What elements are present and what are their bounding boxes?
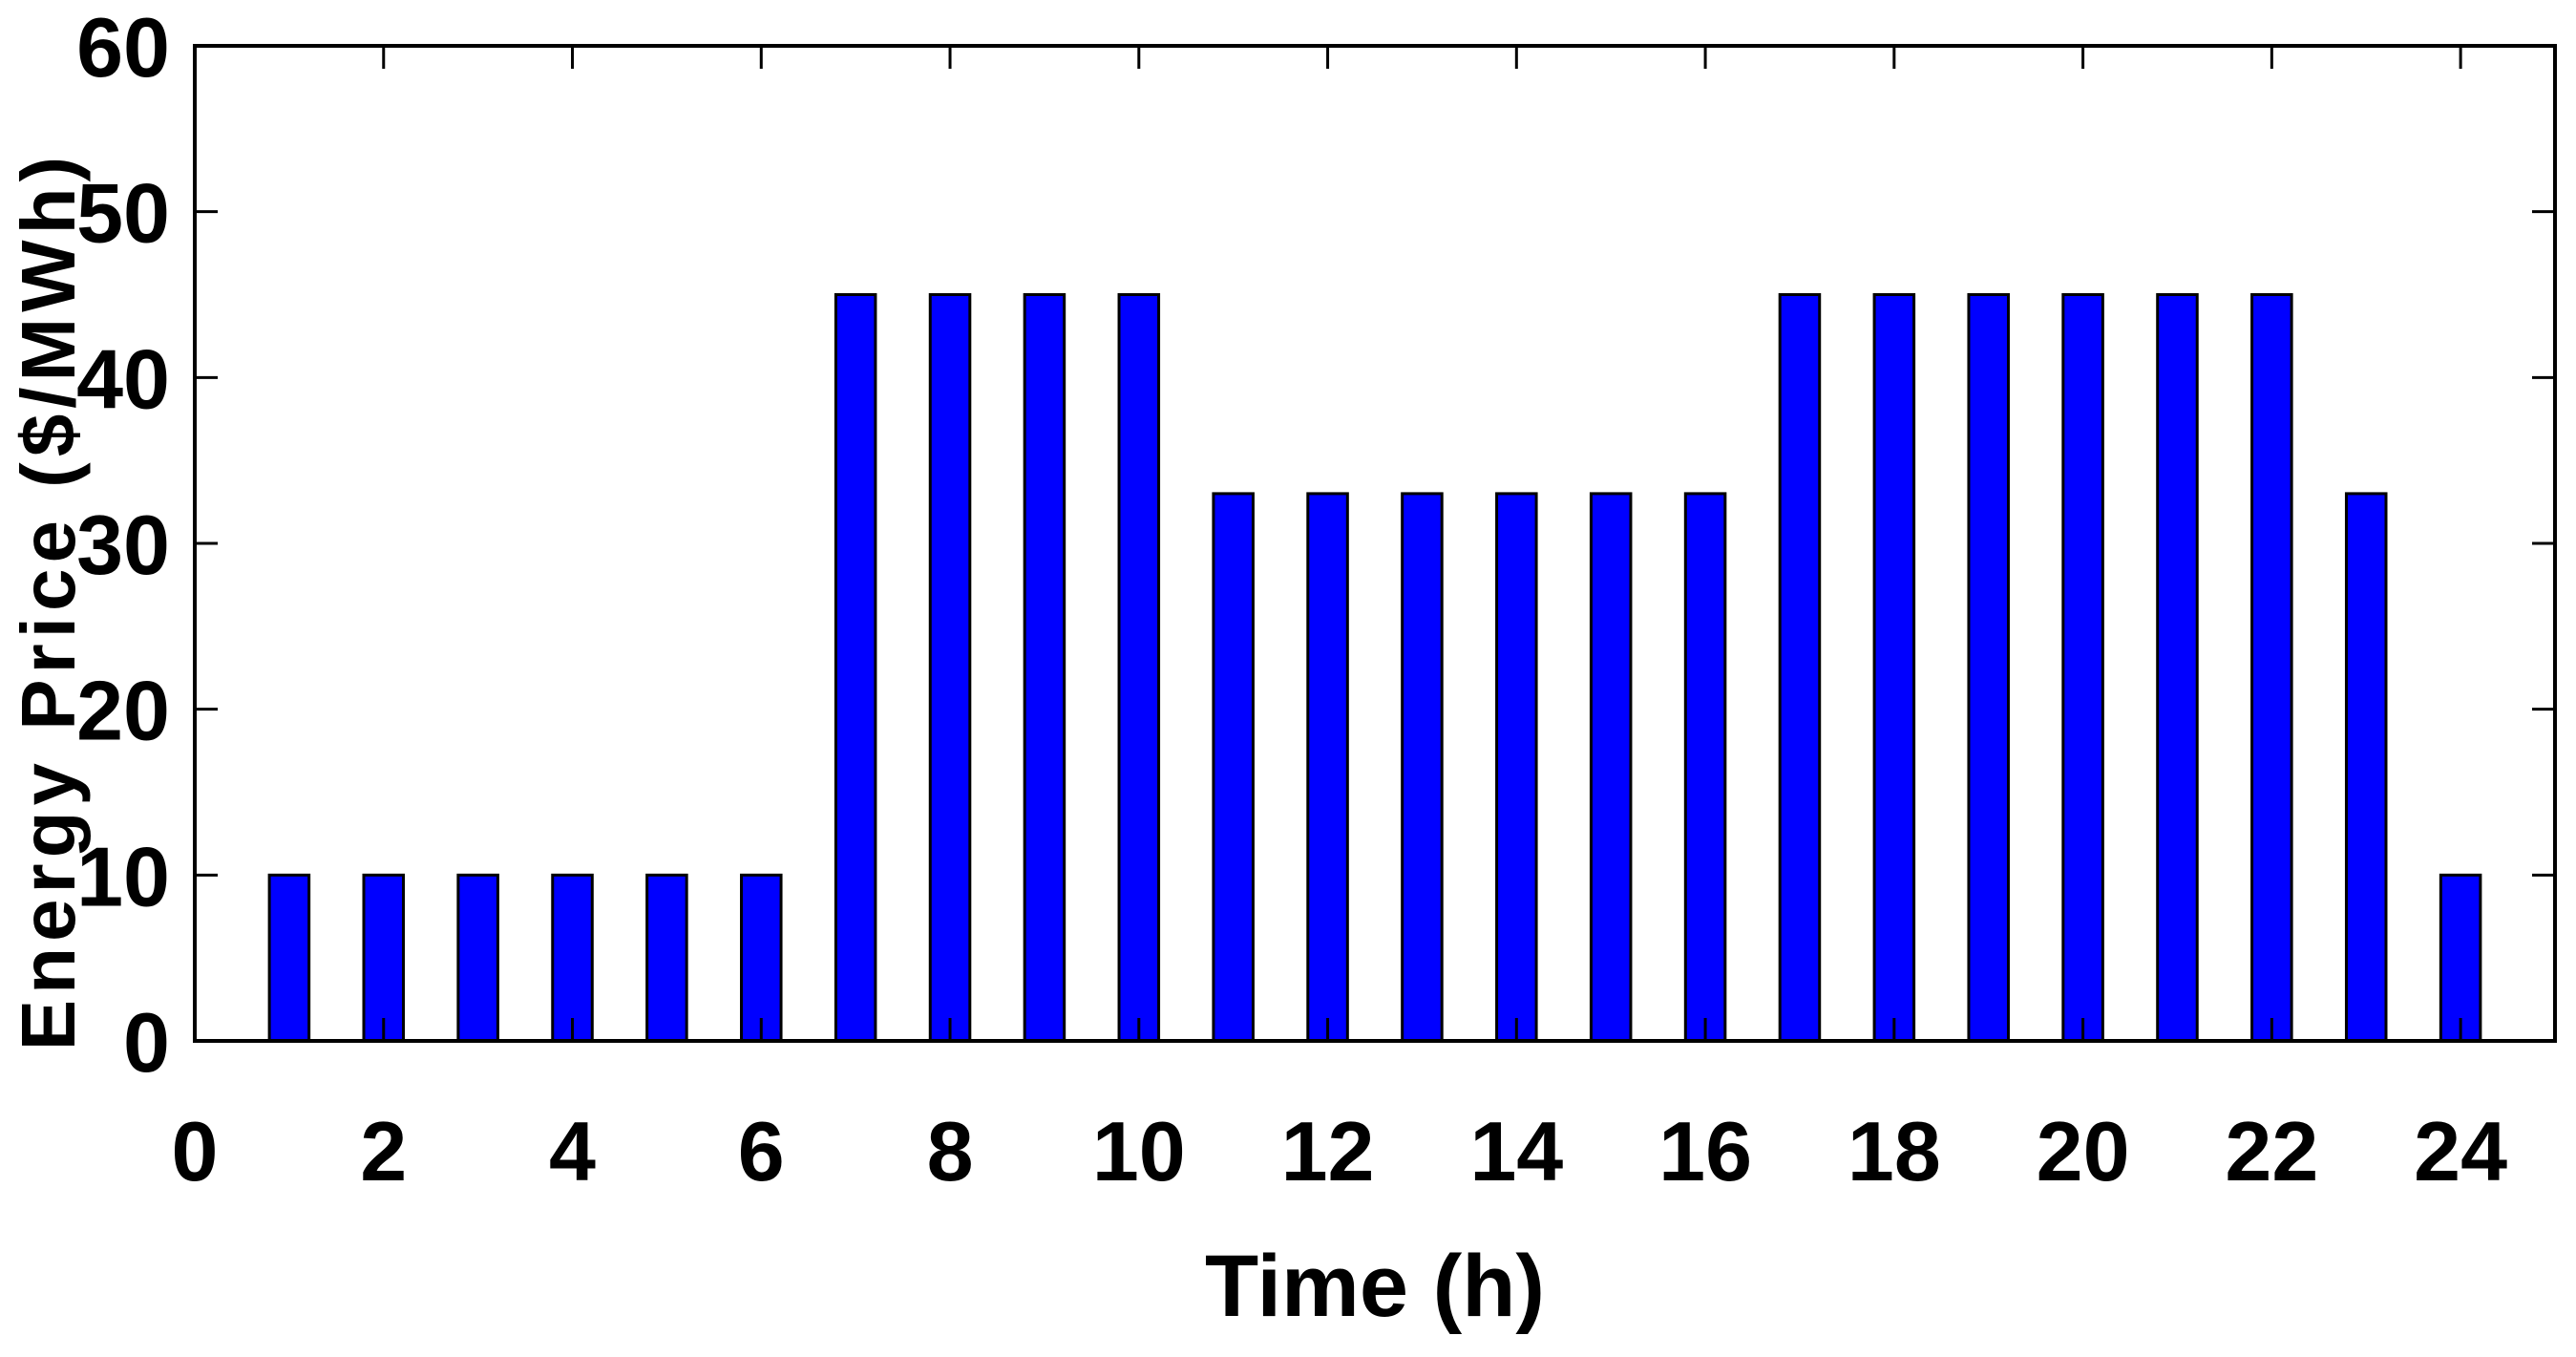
bar-12 bbox=[1306, 492, 1349, 1043]
bar-1 bbox=[267, 873, 311, 1043]
bar-16 bbox=[1683, 492, 1727, 1043]
x-tick-label: 18 bbox=[1848, 1104, 1941, 1198]
x-tick-label: 8 bbox=[927, 1104, 974, 1198]
x-tick-label: 6 bbox=[738, 1104, 785, 1198]
bar-2 bbox=[362, 873, 406, 1043]
y-tick-labels: 0 10 20 30 40 50 60 bbox=[76, 0, 170, 1090]
bar-21 bbox=[2156, 293, 2199, 1043]
bars-layer bbox=[267, 293, 2482, 1043]
y-tick-label: 0 bbox=[123, 995, 170, 1090]
x-tick-label: 4 bbox=[549, 1104, 596, 1198]
y-tick-label: 20 bbox=[76, 664, 170, 758]
bar-11 bbox=[1212, 492, 1255, 1043]
x-tick-label: 24 bbox=[2414, 1104, 2507, 1198]
bar-24 bbox=[2439, 873, 2482, 1043]
bar-10 bbox=[1117, 293, 1161, 1043]
y-axis-label: Energy Price ($/MWh) bbox=[6, 151, 91, 1050]
x-axis-label: Time (h) bbox=[1205, 1238, 1545, 1335]
y-tick-label: 50 bbox=[76, 166, 170, 261]
x-tick-label: 12 bbox=[1281, 1104, 1375, 1198]
bar-20 bbox=[2061, 293, 2104, 1043]
bar-8 bbox=[928, 293, 972, 1043]
x-tick-label: 0 bbox=[172, 1104, 219, 1198]
y-tick-label: 60 bbox=[76, 0, 170, 95]
bar-18 bbox=[1872, 293, 1916, 1043]
x-tick-label: 14 bbox=[1469, 1104, 1563, 1198]
bar-7 bbox=[834, 293, 877, 1043]
bar-19 bbox=[1967, 293, 2010, 1043]
y-tick-label: 10 bbox=[76, 829, 170, 923]
bar-17 bbox=[1778, 293, 1822, 1043]
x-tick-label: 22 bbox=[2225, 1104, 2318, 1198]
bar-23 bbox=[2344, 492, 2388, 1043]
bar-22 bbox=[2250, 293, 2293, 1043]
bar-14 bbox=[1495, 492, 1538, 1043]
x-tick-label: 20 bbox=[2037, 1104, 2130, 1198]
bar-3 bbox=[456, 873, 499, 1043]
x-tick-label: 10 bbox=[1092, 1104, 1186, 1198]
plot-frame bbox=[193, 44, 2557, 1043]
x-tick-label: 2 bbox=[360, 1104, 407, 1198]
bar-9 bbox=[1023, 293, 1066, 1043]
y-tick-label: 30 bbox=[76, 498, 170, 592]
bar-13 bbox=[1401, 492, 1444, 1043]
bar-15 bbox=[1589, 492, 1633, 1043]
bar-6 bbox=[740, 873, 783, 1043]
x-tick-label: 16 bbox=[1658, 1104, 1752, 1198]
bar-4 bbox=[551, 873, 594, 1043]
x-tick-labels: 0 2 4 6 8 10 12 14 16 18 20 22 24 bbox=[172, 1104, 2508, 1198]
ticks-layer bbox=[193, 44, 2555, 1043]
y-tick-label: 40 bbox=[76, 331, 170, 426]
bar-5 bbox=[645, 873, 688, 1043]
